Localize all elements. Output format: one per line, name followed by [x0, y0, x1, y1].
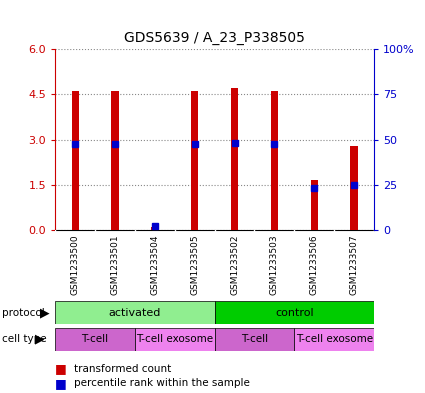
- Text: T-cell exosome: T-cell exosome: [296, 334, 373, 344]
- Bar: [55, 328, 135, 351]
- Text: ▶: ▶: [35, 332, 45, 346]
- Text: GSM1233500: GSM1233500: [71, 234, 79, 295]
- Text: control: control: [275, 308, 314, 318]
- Bar: [351, 145, 358, 230]
- Bar: [135, 328, 215, 351]
- Bar: [271, 91, 278, 230]
- Text: GSM1233505: GSM1233505: [190, 234, 199, 295]
- Text: T-cell: T-cell: [82, 334, 109, 344]
- Bar: [294, 328, 374, 351]
- Text: percentile rank within the sample: percentile rank within the sample: [74, 378, 250, 388]
- Bar: [111, 91, 119, 230]
- Bar: [215, 301, 374, 324]
- Bar: [191, 91, 198, 230]
- Text: GSM1233507: GSM1233507: [350, 234, 359, 295]
- Bar: [231, 88, 238, 230]
- Text: T-cell: T-cell: [241, 334, 268, 344]
- Bar: [71, 91, 79, 230]
- Text: T-cell exosome: T-cell exosome: [136, 334, 213, 344]
- Text: cell type: cell type: [2, 334, 47, 344]
- Text: activated: activated: [109, 308, 161, 318]
- Text: ■: ■: [55, 362, 67, 375]
- Text: protocol: protocol: [2, 308, 45, 318]
- Bar: [55, 301, 215, 324]
- Text: GSM1233506: GSM1233506: [310, 234, 319, 295]
- Text: GSM1233503: GSM1233503: [270, 234, 279, 295]
- Text: ▶: ▶: [40, 306, 50, 320]
- Text: transformed count: transformed count: [74, 364, 172, 374]
- Text: ■: ■: [55, 376, 67, 390]
- Title: GDS5639 / A_23_P338505: GDS5639 / A_23_P338505: [124, 31, 305, 45]
- Text: GSM1233504: GSM1233504: [150, 234, 159, 294]
- Text: GSM1233502: GSM1233502: [230, 234, 239, 294]
- Bar: [311, 180, 318, 230]
- Bar: [151, 227, 159, 230]
- Text: GSM1233501: GSM1233501: [110, 234, 119, 295]
- Bar: [215, 328, 294, 351]
